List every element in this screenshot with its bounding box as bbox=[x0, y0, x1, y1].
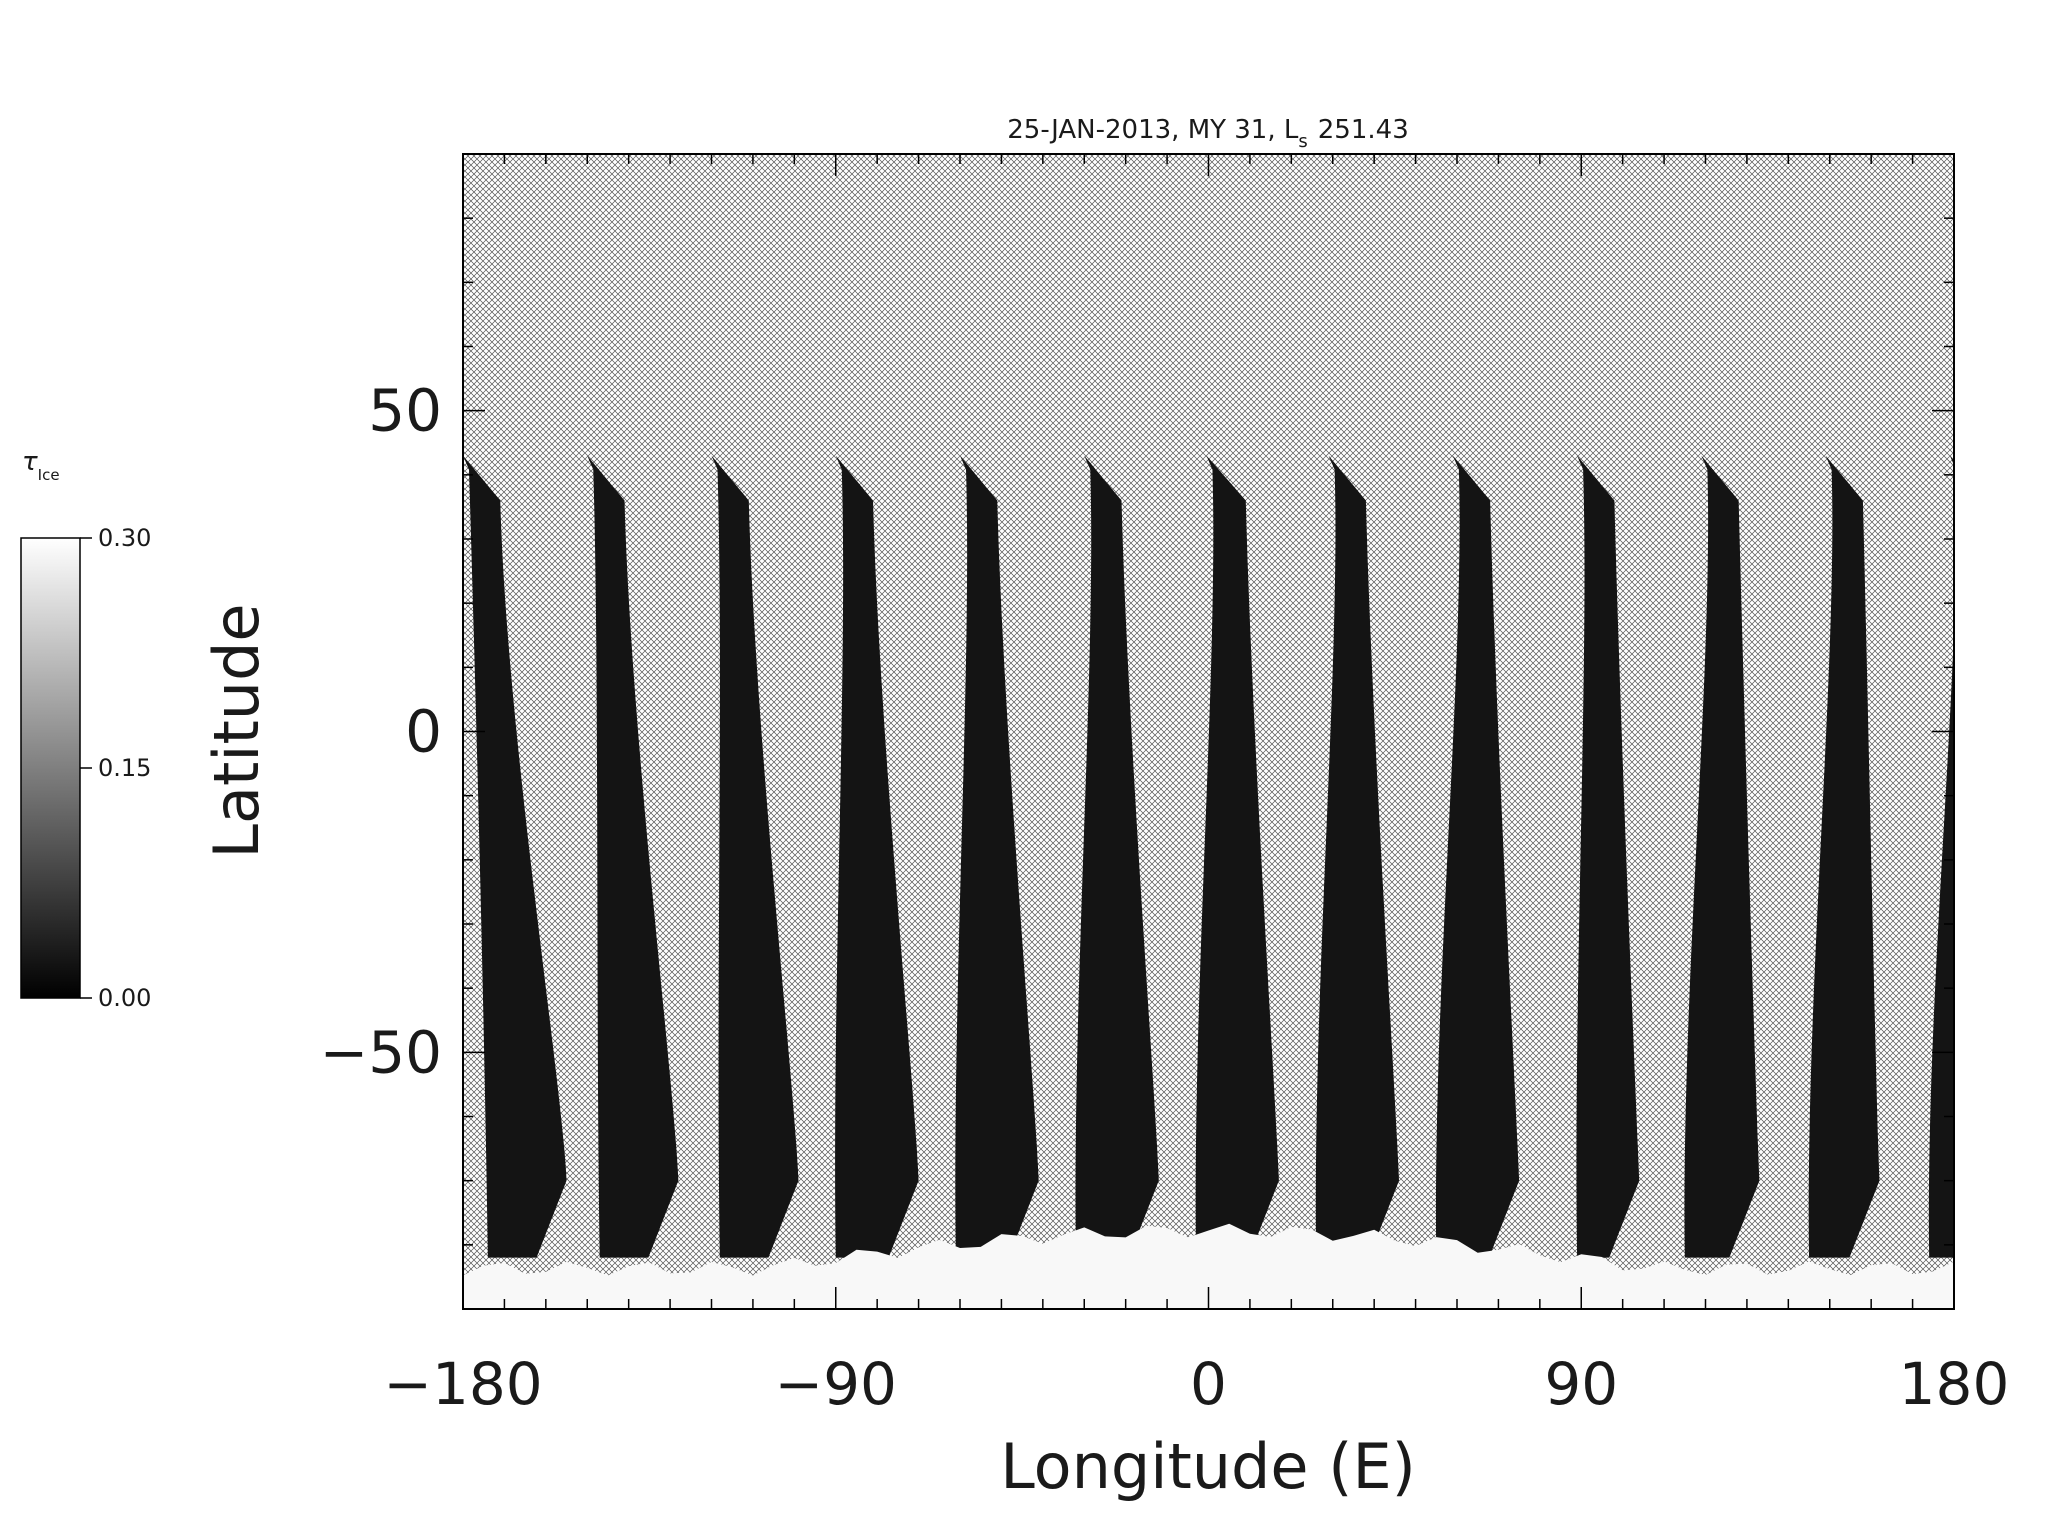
colorbar-tick-label: 0.00 bbox=[98, 984, 151, 1012]
swath-8 bbox=[1315, 455, 1400, 1258]
y-tick-label: −50 bbox=[320, 1018, 442, 1086]
swath-layer bbox=[463, 455, 1954, 1258]
swath-12 bbox=[1808, 455, 1880, 1258]
title-value: 251.43 bbox=[1318, 115, 1409, 145]
x-axis-label: Longitude (E) bbox=[1000, 1430, 1416, 1503]
y-tick-labels: −50 0 50 bbox=[320, 377, 442, 1087]
swath-5 bbox=[955, 455, 1039, 1258]
chart-title: 25-JAN-2013, MY 31, Ls 251.43 bbox=[1007, 115, 1409, 152]
swath-3 bbox=[711, 455, 799, 1258]
x-tick-label: 90 bbox=[1544, 1350, 1618, 1418]
colorbar-tick-label: 0.30 bbox=[98, 524, 151, 552]
swath-2 bbox=[587, 455, 679, 1258]
x-tick-label: 0 bbox=[1190, 1350, 1227, 1418]
colorbar-label-subscript: Ice bbox=[38, 466, 60, 484]
x-tick-labels: −180 −90 0 90 180 bbox=[383, 1350, 2009, 1418]
swath-1 bbox=[463, 455, 567, 1258]
title-subscript: s bbox=[1298, 131, 1307, 152]
swath-13 bbox=[1928, 455, 1954, 1258]
y-axis-label: Latitude bbox=[200, 603, 273, 858]
y-tick-label: 50 bbox=[368, 377, 442, 445]
x-tick-label: −90 bbox=[775, 1350, 897, 1418]
swath-6 bbox=[1075, 455, 1159, 1258]
colorbar-label: τIce bbox=[22, 447, 60, 484]
swath-11 bbox=[1684, 455, 1760, 1258]
colorbar-gradient bbox=[20, 537, 81, 999]
axis-ticks bbox=[462, 153, 1955, 1310]
title-main: 25-JAN-2013, MY 31, L bbox=[1007, 115, 1299, 145]
colorbar: τIce 0.00 0.15 0.30 bbox=[20, 447, 151, 1012]
x-tick-label: 180 bbox=[1899, 1350, 2010, 1418]
swath-10 bbox=[1576, 455, 1640, 1258]
colorbar-tick-label: 0.15 bbox=[98, 754, 151, 782]
swath-7 bbox=[1195, 455, 1279, 1258]
swath-9 bbox=[1435, 455, 1520, 1258]
swath-4 bbox=[835, 455, 919, 1258]
x-tick-label: −180 bbox=[383, 1350, 542, 1418]
colorbar-label-symbol: τ bbox=[22, 447, 38, 477]
colorbar-ticks: 0.00 0.15 0.30 bbox=[80, 524, 151, 1012]
plot-area bbox=[463, 154, 1954, 1309]
y-tick-label: 0 bbox=[405, 698, 442, 766]
